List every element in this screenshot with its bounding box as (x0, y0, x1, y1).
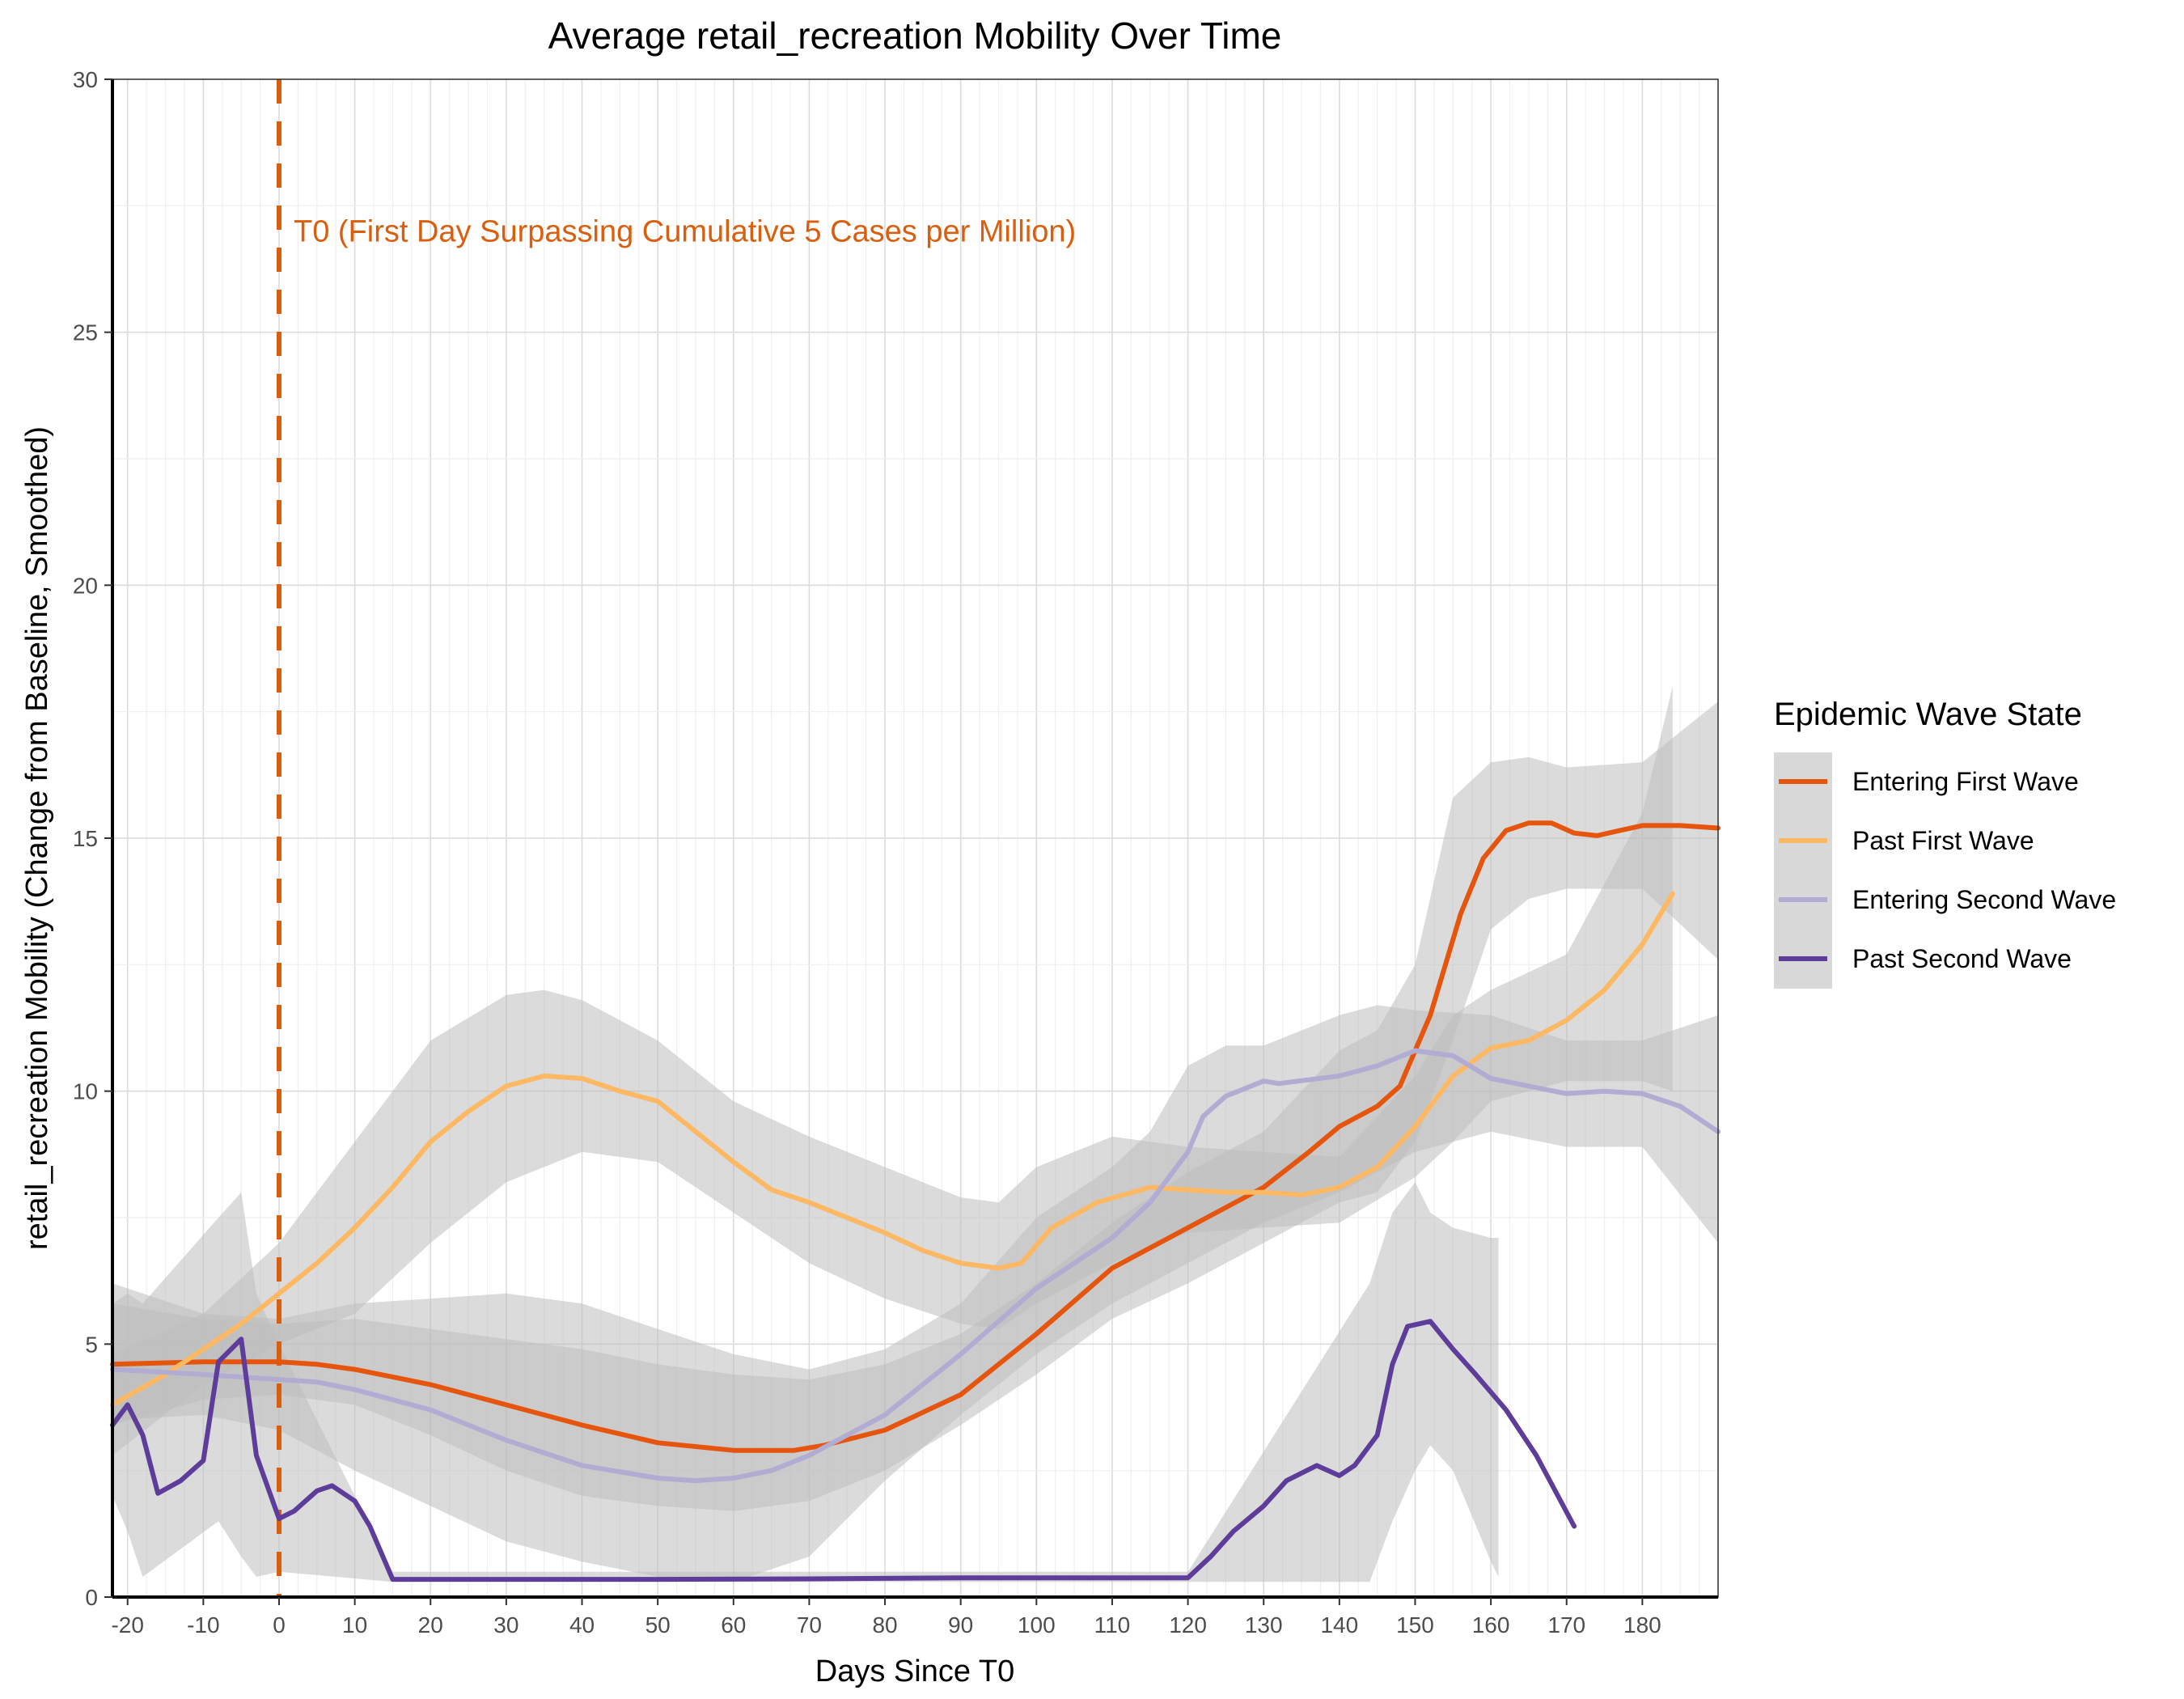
x-tick-label: 30 (493, 1612, 518, 1638)
y-tick-label: 10 (73, 1079, 98, 1104)
confidence-ribbon-2 (112, 686, 1673, 1455)
x-tick-label: 150 (1396, 1612, 1434, 1638)
legend: Epidemic Wave State Entering First Wave Pa… (1774, 697, 2116, 989)
x-tick-label: 10 (342, 1612, 367, 1638)
x-tick-label: 170 (1547, 1612, 1585, 1638)
confidence-ribbon-4 (112, 1182, 1499, 1582)
x-tick-label: -20 (111, 1612, 143, 1638)
x-tick-label: 50 (645, 1612, 671, 1638)
series-lines (110, 820, 1721, 1582)
legend-title: Epidemic Wave State (1774, 697, 2082, 732)
x-tick-label: 20 (418, 1612, 443, 1638)
series-line-1 (110, 820, 1721, 1453)
x-axis-title: Days Since T0 (815, 1655, 1014, 1688)
y-tick-label: 25 (73, 320, 98, 345)
x-tick-label: 180 (1623, 1612, 1661, 1638)
x-tick-label: 0 (273, 1612, 286, 1638)
reference-line-group: T0 (First Day Surpassing Cumulative 5 Ca… (276, 79, 1076, 1597)
x-tick-label: 60 (721, 1612, 746, 1638)
y-tick-label: 15 (73, 826, 98, 851)
x-tick-label: 80 (872, 1612, 897, 1638)
chart-title: Average retail_recreation Mobility Over … (548, 15, 1282, 57)
x-tick-label: -10 (187, 1612, 219, 1638)
x-tick-label: 130 (1245, 1612, 1283, 1638)
y-tick-label: 20 (73, 573, 98, 598)
x-tick-label: 120 (1169, 1612, 1207, 1638)
x-tick-label: 100 (1018, 1612, 1056, 1638)
series-line-2 (110, 891, 1675, 1408)
confidence-ribbons (112, 686, 1718, 1582)
legend-entry-label: Past Second Wave (1852, 944, 2072, 973)
legend-entry-label: Entering First Wave (1852, 767, 2079, 796)
series-line-3 (110, 1048, 1721, 1484)
x-tick-label: 160 (1472, 1612, 1510, 1638)
legend-entry-label: Past First Wave (1852, 826, 2034, 855)
x-tick-label: 110 (1094, 1612, 1131, 1638)
series-line-4 (110, 1319, 1577, 1582)
axes: -20 -10 0 10 20 30 40 50 60 70 80 90 100 110 120 130 140… (73, 67, 1661, 1638)
y-tick-label: 30 (73, 67, 98, 92)
x-tick-label: 90 (948, 1612, 973, 1638)
y-axis-title: retail_recreation Mobility (Change from … (20, 426, 54, 1250)
y-tick-label: 0 (85, 1585, 98, 1610)
t0-annotation: T0 (First Day Surpassing Cumulative 5 Ca… (294, 215, 1076, 249)
x-tick-label: 70 (797, 1612, 822, 1638)
legend-entry-label: Entering Second Wave (1852, 885, 2116, 914)
x-tick-label: 40 (569, 1612, 595, 1638)
x-tick-label: 140 (1320, 1612, 1358, 1638)
confidence-ribbon-3 (112, 1005, 1718, 1582)
y-tick-label: 5 (85, 1332, 98, 1357)
